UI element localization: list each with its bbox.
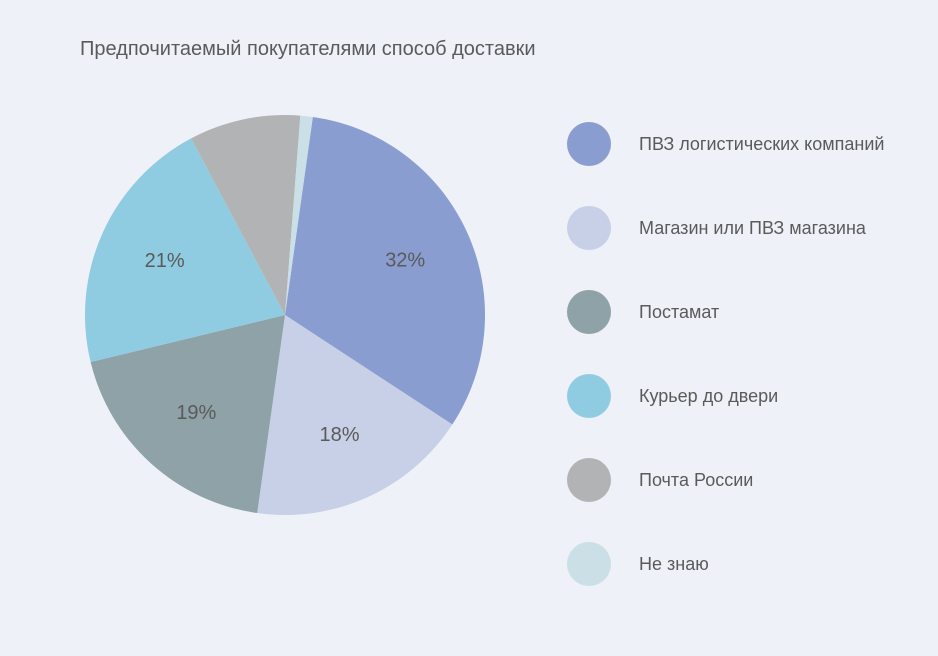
pie-chart: 32%18%19%21%9%1% bbox=[85, 115, 485, 515]
legend-item: Постамат bbox=[567, 290, 884, 334]
chart-title: Предпочитаемый покупателями способ доста… bbox=[80, 38, 536, 61]
legend-swatch bbox=[567, 374, 611, 418]
legend-label: Не знаю bbox=[639, 554, 709, 575]
slice-percent-label: 19% bbox=[176, 402, 216, 424]
legend-item: Почта России bbox=[567, 458, 884, 502]
legend-swatch bbox=[567, 542, 611, 586]
legend-item: Не знаю bbox=[567, 542, 884, 586]
legend-swatch bbox=[567, 206, 611, 250]
legend-item: Курьер до двери bbox=[567, 374, 884, 418]
legend-label: Магазин или ПВЗ магазина bbox=[639, 218, 866, 239]
legend-swatch bbox=[567, 458, 611, 502]
legend-swatch bbox=[567, 122, 611, 166]
slice-percent-label: 18% bbox=[320, 424, 360, 446]
pie-svg: 32%18%19%21%9%1% bbox=[85, 115, 485, 515]
legend-item: ПВЗ логистических компаний bbox=[567, 122, 884, 166]
slice-percent-label: 21% bbox=[145, 250, 185, 272]
legend-item: Магазин или ПВЗ магазина bbox=[567, 206, 884, 250]
legend-swatch bbox=[567, 290, 611, 334]
slice-percent-label: 32% bbox=[385, 249, 425, 271]
legend-label: Почта России bbox=[639, 470, 753, 491]
legend: ПВЗ логистических компаний Магазин или ПВ… bbox=[567, 122, 884, 626]
legend-label: ПВЗ логистических компаний bbox=[639, 134, 884, 155]
legend-label: Постамат bbox=[639, 302, 719, 323]
legend-label: Курьер до двери bbox=[639, 386, 778, 407]
